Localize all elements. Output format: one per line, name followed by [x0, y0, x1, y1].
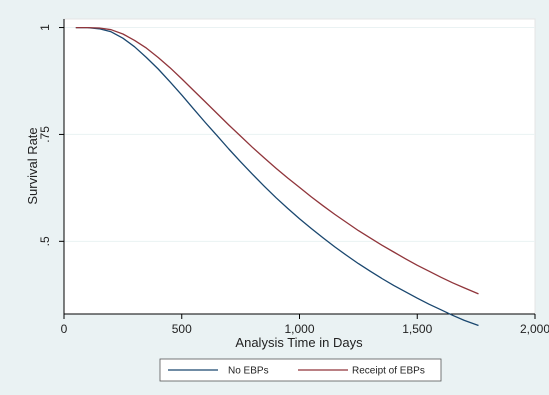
y-tick-label: .5: [38, 236, 52, 246]
series-line-no-ebps: [75, 26, 479, 327]
x-tick-label: 500: [172, 322, 192, 336]
x-tick-label: 1,500: [402, 322, 432, 336]
y-axis-title: Survival Rate: [25, 127, 40, 204]
legend-label-receipt-of-ebps: Receipt of EBPs: [352, 366, 425, 377]
plot-area: [63, 18, 536, 315]
series-line-receipt-of-ebps: [75, 26, 479, 295]
grid-lines: [64, 27, 535, 242]
x-tick-label: 1,000: [284, 322, 314, 336]
x-axis-title: Analysis Time in Days: [235, 335, 363, 350]
legend-label-no-ebps: No EBPs: [228, 366, 269, 377]
x-tick-label: 2,000: [520, 322, 549, 336]
series-lines: [75, 26, 479, 327]
x-tick-label: 0: [61, 322, 68, 336]
y-tick-label: 1: [38, 24, 52, 31]
axis-ticks: 1 .75 .5 0 500 1,000 1,500 2,000: [38, 24, 549, 336]
y-tick-label: .75: [38, 126, 52, 143]
